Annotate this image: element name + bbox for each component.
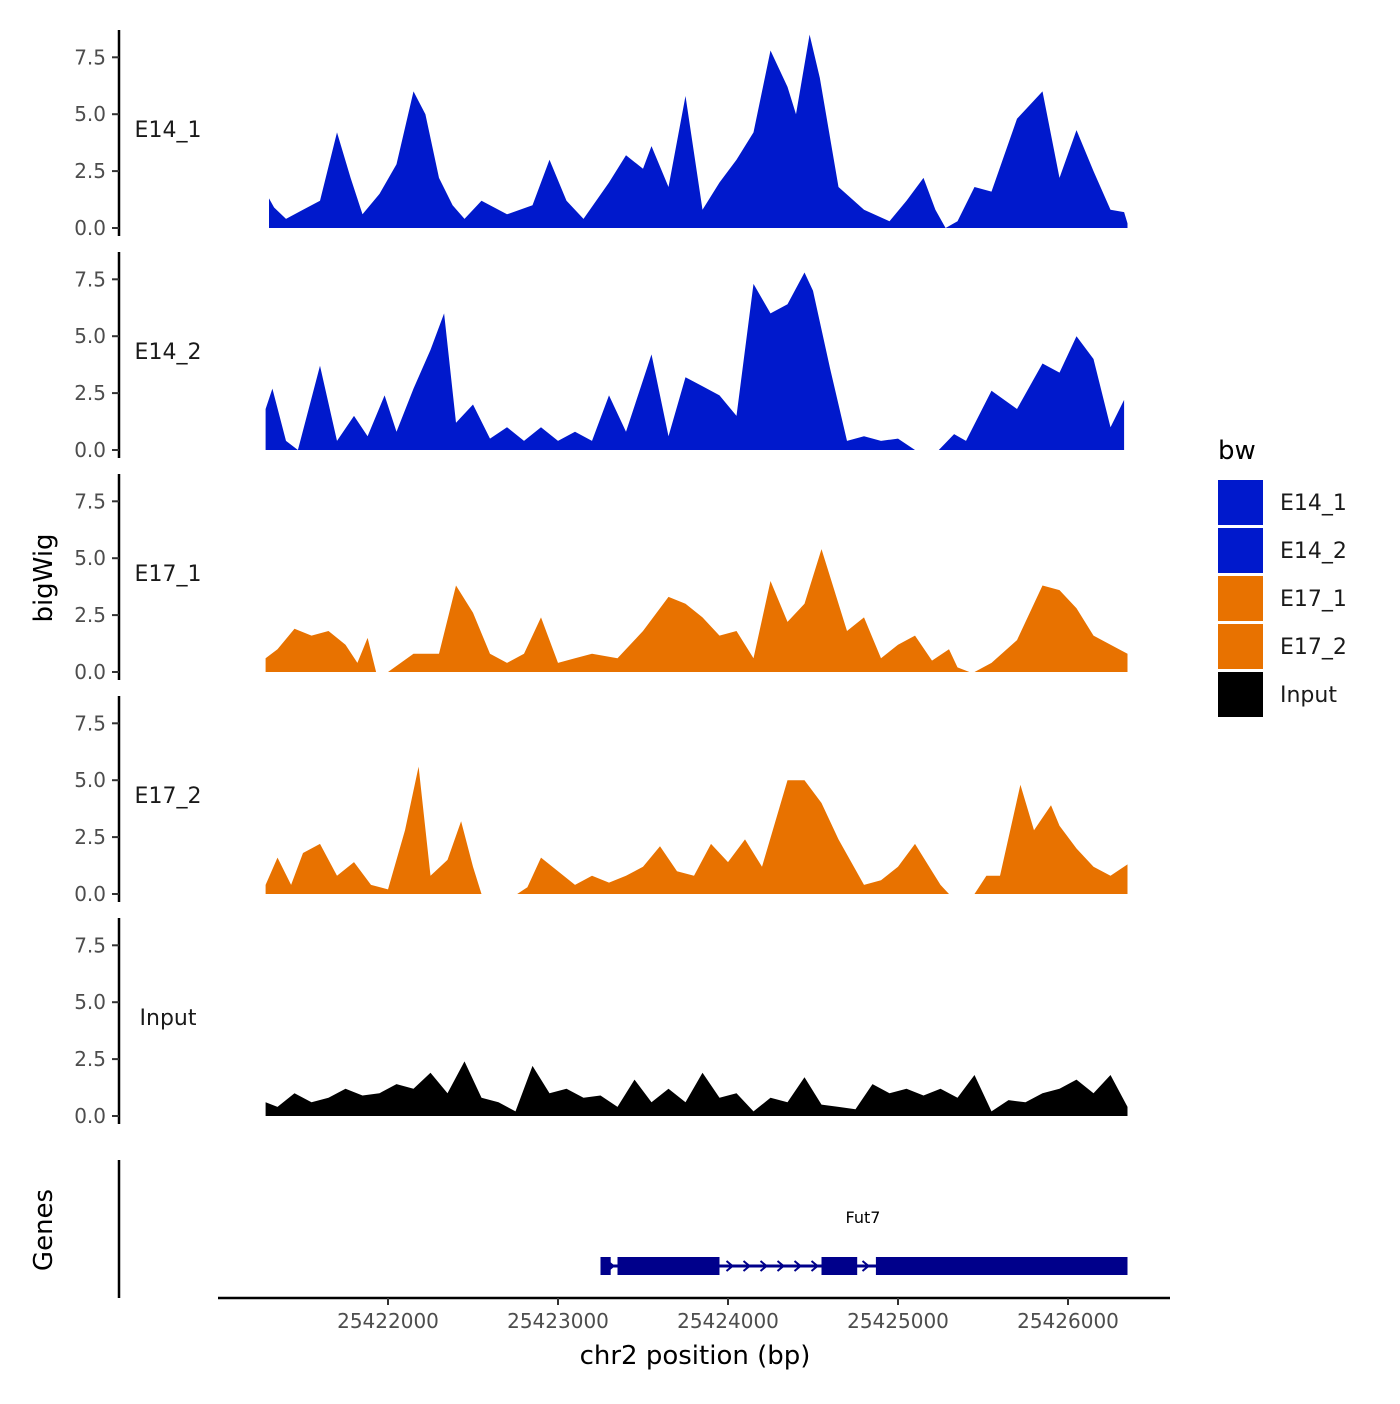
y-tick-label: 0.0 xyxy=(74,882,106,906)
legend: bw E14_1 E14_2 E17_1 E17_2 Input xyxy=(1218,436,1347,717)
legend-item-e17-2: E17_2 xyxy=(1218,624,1347,669)
legend-swatch xyxy=(1218,576,1263,621)
area-series-e17-1 xyxy=(265,549,1128,672)
legend-label: E14_1 xyxy=(1280,491,1347,516)
genes-axis-title: Genes xyxy=(29,1189,59,1271)
y-tick-label: 7.5 xyxy=(74,267,106,291)
gene-fut7: Fut7 xyxy=(600,1208,1128,1275)
y-tick-label: 2.5 xyxy=(74,159,106,183)
strand-arrow xyxy=(759,1260,769,1272)
gene-exon xyxy=(875,1257,1128,1275)
legend-label: E17_1 xyxy=(1280,587,1347,612)
legend-item-input: Input xyxy=(1218,672,1337,717)
y-tick-label: 7.5 xyxy=(74,45,106,69)
legend-label: E14_2 xyxy=(1280,539,1347,564)
track-label: E17_2 xyxy=(135,784,202,809)
legend-title: bw xyxy=(1218,436,1256,466)
legend-item-e14-2: E14_2 xyxy=(1218,528,1347,573)
y-tick-label: 5.0 xyxy=(74,990,106,1014)
strand-arrow xyxy=(776,1260,786,1272)
track-label: Input xyxy=(140,1006,197,1031)
y-tick-label: 2.5 xyxy=(74,1047,106,1071)
y-tick-label: 0.0 xyxy=(74,438,106,462)
y-tick-label: 5.0 xyxy=(74,546,106,570)
x-tick-label: 25426000 xyxy=(1017,1309,1119,1333)
track-e14-2: 0.0 2.5 5.0 7.5 E14_2 xyxy=(74,252,1125,462)
y-tick-label: 0.0 xyxy=(74,216,106,240)
strand-arrow xyxy=(810,1260,820,1272)
legend-label: Input xyxy=(1280,683,1337,708)
gene-exon xyxy=(617,1257,720,1275)
track-e17-2: 0.0 2.5 5.0 7.5 E17_2 xyxy=(74,696,1128,906)
track-label: E17_1 xyxy=(135,562,202,587)
y-tick-label: 7.5 xyxy=(74,489,106,513)
y-axis-title: bigWig xyxy=(29,533,59,622)
strand-arrow xyxy=(793,1260,803,1272)
x-tick-label: 25422000 xyxy=(337,1309,439,1333)
legend-swatch xyxy=(1218,672,1263,717)
track-e14-1: 0.0 2.5 5.0 7.5 E14_1 xyxy=(74,30,1128,240)
area-series-e14-2 xyxy=(265,272,1125,450)
genes-panel: Fut7 xyxy=(117,1160,1128,1298)
area-series-input xyxy=(265,1061,1128,1116)
area-series-e14-1 xyxy=(269,34,1128,228)
y-tick-label: 0.0 xyxy=(74,1104,106,1128)
y-tick-label: 5.0 xyxy=(74,768,106,792)
strand-arrow xyxy=(861,1260,871,1272)
legend-item-e14-1: E14_1 xyxy=(1218,480,1347,525)
legend-swatch xyxy=(1218,528,1263,573)
track-label: E14_2 xyxy=(135,340,202,365)
y-tick-label: 2.5 xyxy=(74,603,106,627)
y-tick-label: 5.0 xyxy=(74,324,106,348)
area-series-e17-2 xyxy=(265,766,1128,894)
y-tick-label: 2.5 xyxy=(74,825,106,849)
legend-label: E17_2 xyxy=(1280,635,1347,660)
y-tick-label: 0.0 xyxy=(74,660,106,684)
y-tick-label: 7.5 xyxy=(74,933,106,957)
strand-arrow xyxy=(725,1260,735,1272)
x-axis-title: chr2 position (bp) xyxy=(580,1341,811,1371)
y-tick-label: 2.5 xyxy=(74,381,106,405)
y-tick-label: 7.5 xyxy=(74,711,106,735)
gene-exon xyxy=(821,1257,858,1275)
legend-item-e17-1: E17_1 xyxy=(1218,576,1347,621)
track-label: E14_1 xyxy=(135,118,202,143)
tracks-layer: 0.0 2.5 5.0 7.5 E14_1 0.0 2.5 5.0 7.5 E14_2 0.0 2.5… xyxy=(74,30,1128,1128)
track-input: 0.0 2.5 5.0 7.5 Input xyxy=(74,918,1128,1128)
track-e17-1: 0.0 2.5 5.0 7.5 E17_1 xyxy=(74,474,1128,684)
strand-arrow xyxy=(742,1260,752,1272)
x-tick-label: 25425000 xyxy=(847,1309,949,1333)
gene-exon xyxy=(600,1257,611,1275)
legend-swatch xyxy=(1218,480,1263,525)
x-tick-label: 25423000 xyxy=(507,1309,609,1333)
gene-label: Fut7 xyxy=(846,1208,881,1227)
legend-swatch xyxy=(1218,624,1263,669)
x-tick-label: 25424000 xyxy=(677,1309,779,1333)
x-axis: 25422000 25423000 25424000 25425000 25426000 xyxy=(218,1296,1170,1333)
y-tick-label: 5.0 xyxy=(74,102,106,126)
